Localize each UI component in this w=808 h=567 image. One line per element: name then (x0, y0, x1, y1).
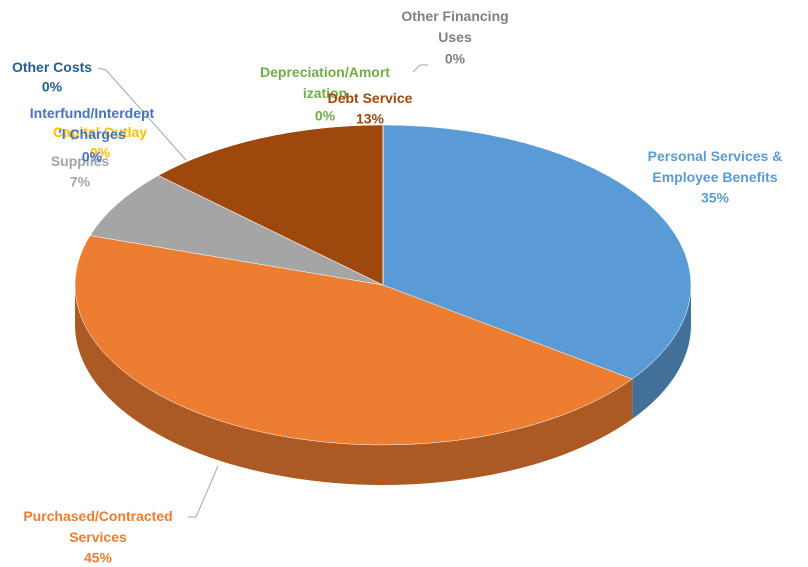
label-line: Uses (438, 29, 472, 45)
label-line: Employee Benefits (652, 169, 777, 185)
category-label: Supplies (51, 153, 110, 169)
label-line: Depreciation/Amort (260, 64, 390, 80)
pie-walls (75, 285, 691, 486)
label-line: Other Costs (12, 59, 92, 75)
label-line: Other Financing (401, 8, 508, 24)
value-label: 7% (70, 174, 91, 190)
label-line: Personal Services & (648, 148, 783, 164)
slice (74, 235, 633, 446)
value-label: 0% (82, 149, 103, 165)
value-label: 0% (315, 108, 336, 124)
label-line: Debt Service (328, 90, 413, 106)
value-label: 0% (42, 79, 63, 95)
leader-line (188, 465, 219, 518)
value-label: 35% (701, 190, 730, 206)
pie-tops (74, 124, 692, 446)
category-label: Other Costs (12, 59, 92, 75)
category-label: Depreciation/Amort ization (260, 64, 390, 101)
slice (89, 175, 384, 286)
category-label: Personal Services & Employee Benefits (648, 148, 783, 185)
slice (157, 124, 384, 286)
label-line: Purchased/Contracted (23, 508, 172, 524)
label-line: Services (69, 529, 127, 545)
slice-side (632, 285, 691, 420)
category-label: Purchased/Contracted Services (23, 508, 172, 545)
label-line: 'l Charges (58, 126, 125, 142)
label-line: Capital Outlay (53, 124, 147, 140)
label-line: ization (303, 85, 347, 101)
value-label: 0% (90, 145, 111, 161)
slice-side (75, 285, 633, 486)
value-label: 45% (84, 550, 113, 566)
leader-lines (97, 64, 428, 518)
leader-line (412, 64, 428, 73)
category-label: Interfund/Interdept 'l Charges (30, 105, 155, 142)
slice (382, 124, 692, 380)
category-label: Debt Service (328, 90, 413, 106)
label-line: Interfund/Interdept (30, 105, 155, 121)
value-label: 13% (356, 111, 385, 127)
data-labels: Personal Services & Employee Benefits 35% P… (12, 8, 782, 566)
category-label: Capital Outlay (53, 124, 147, 140)
label-line: Supplies (51, 153, 110, 169)
value-label: 0% (445, 51, 466, 67)
leader-line (97, 67, 187, 161)
category-label: Other Financing Uses (401, 8, 508, 45)
